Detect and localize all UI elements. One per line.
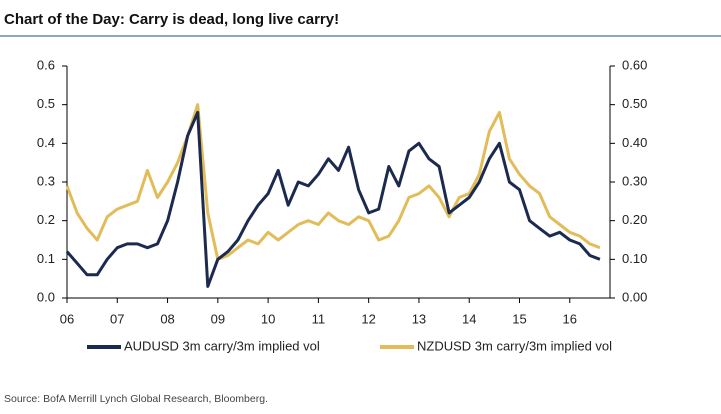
legend-label: AUDUSD 3m carry/3m implied vol (124, 338, 320, 353)
x-tick-label: 13 (412, 311, 426, 326)
y2-tick-label: 0.50 (622, 96, 647, 111)
x-tick-label: 08 (160, 311, 174, 326)
y2-tick-label: 0.30 (622, 173, 647, 188)
x-tick-label: 14 (462, 311, 476, 326)
x-tick-label: 16 (563, 311, 577, 326)
x-tick-label: 12 (361, 311, 375, 326)
y-tick-label: 0.4 (37, 135, 55, 150)
y2-tick-label: 0.00 (622, 289, 647, 304)
y2-tick-label: 0.60 (622, 57, 647, 72)
legend-label: NZDUSD 3m carry/3m implied vol (417, 338, 612, 353)
x-tick-label: 09 (211, 311, 225, 326)
source-note: Source: BofA Merrill Lynch Global Resear… (4, 393, 268, 405)
series-line (65, 110, 601, 288)
y2-tick-label: 0.40 (622, 135, 647, 150)
y-tick-label: 0.6 (37, 57, 55, 72)
x-tick-label: 07 (110, 311, 124, 326)
y2-tick-label: 0.10 (622, 251, 647, 266)
x-tick-label: 06 (60, 311, 74, 326)
x-tick-label: 10 (261, 311, 275, 326)
series-line (65, 103, 601, 261)
y-tick-label: 0.1 (37, 251, 55, 266)
y2-tick-label: 0.20 (622, 212, 647, 227)
y-tick-label: 0.2 (37, 212, 55, 227)
x-tick-label: 15 (512, 311, 526, 326)
y-tick-label: 0.3 (37, 173, 55, 188)
chart-title: Chart of the Day: Carry is dead, long li… (4, 11, 339, 28)
x-tick-label: 11 (312, 311, 326, 326)
y-tick-label: 0.0 (37, 289, 55, 304)
y-tick-label: 0.5 (37, 96, 55, 111)
